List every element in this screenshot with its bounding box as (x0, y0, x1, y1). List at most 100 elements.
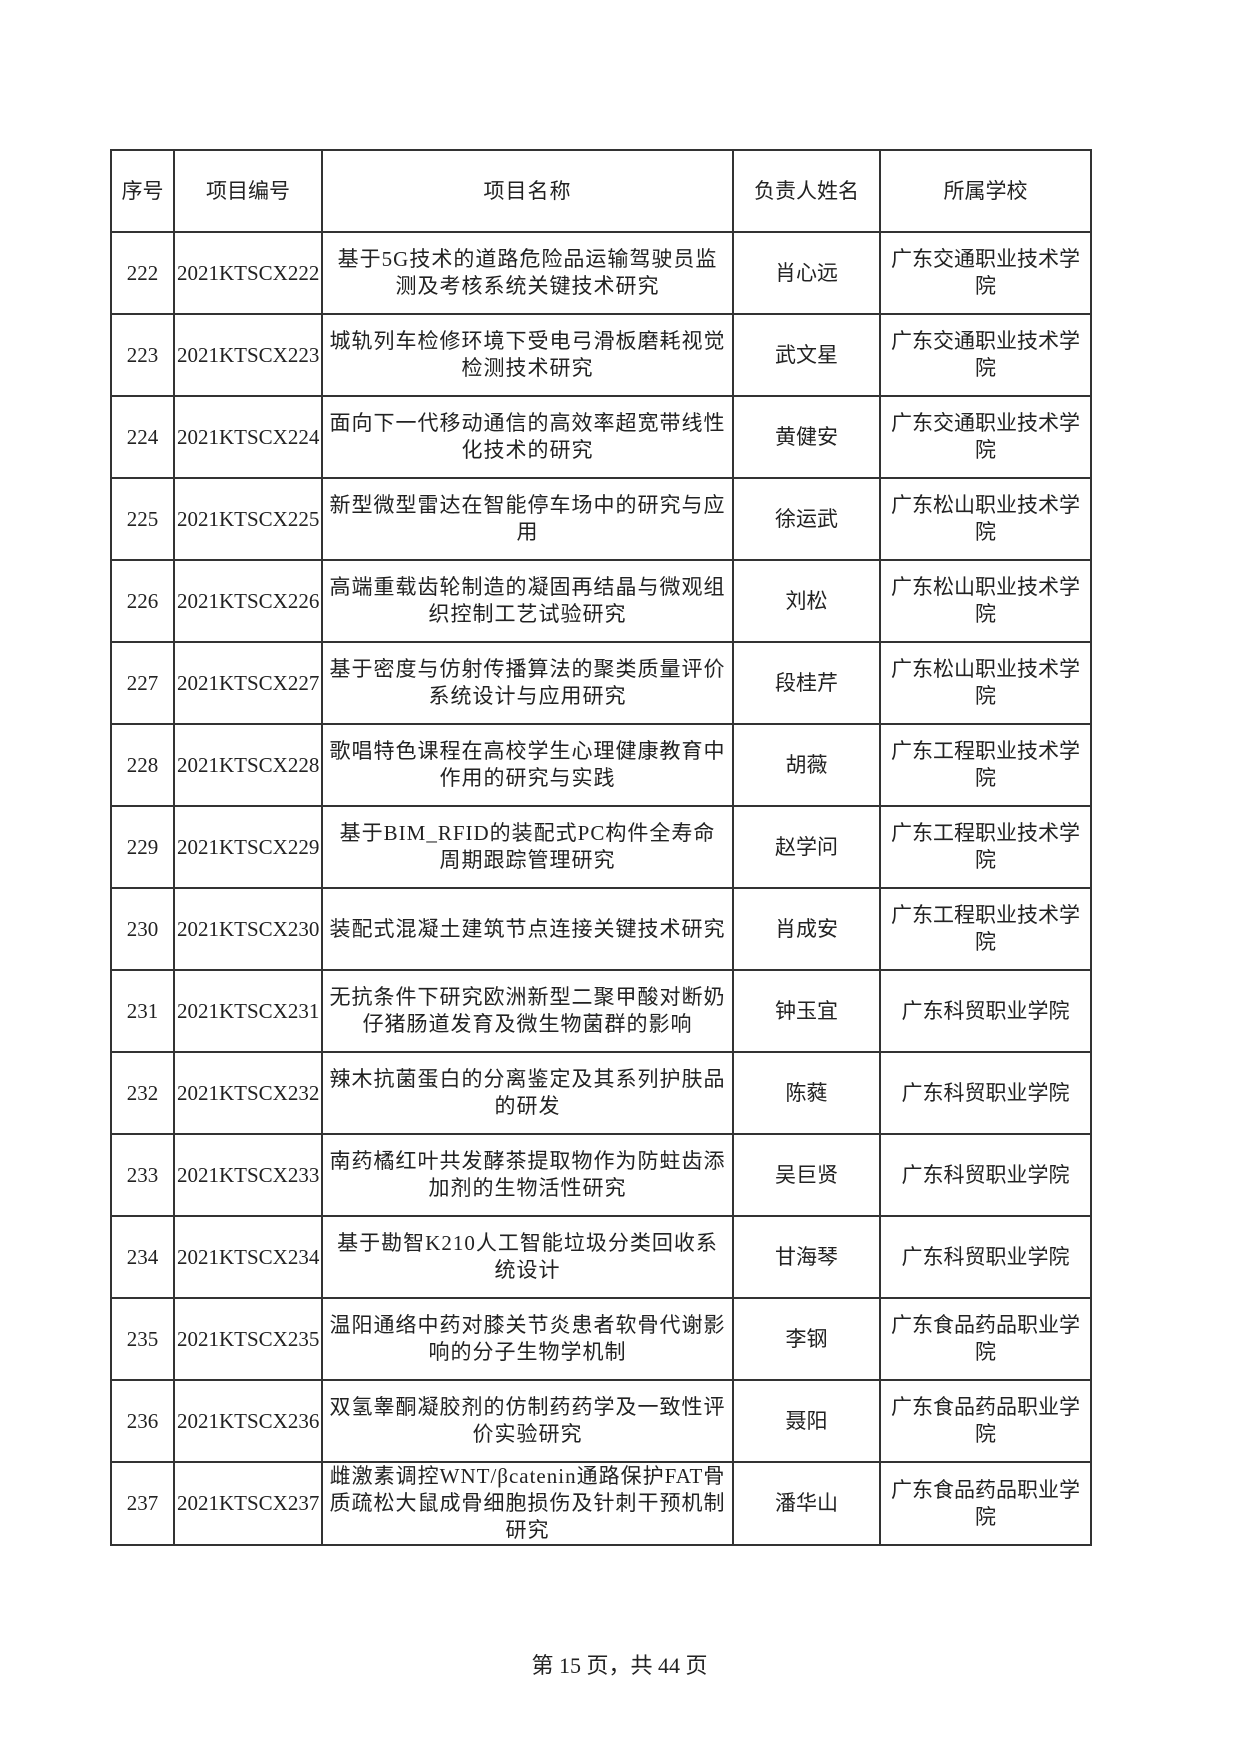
cell: 双氢睾酮凝胶剂的仿制药药学及一致性评价实验研究 (321, 1379, 734, 1463)
project-table: 序号 项目编号 项目名称 负责人姓名 所属学校 222 2021KTSCX222 基于5G技术… (110, 149, 1092, 1546)
table-row: 228 2021KTSCX228 歌唱特色课程在高校学生心理健康教育中作用的研究与实… (110, 723, 1092, 807)
cell: 胡薇 (732, 723, 881, 807)
table-row: 237 2021KTSCX237 雌激素调控WNT/βcatenin通路保护FAT骨… (110, 1461, 1092, 1546)
cell: 肖心远 (732, 231, 881, 315)
cell: 徐运武 (732, 477, 881, 561)
table-row: 236 2021KTSCX236 双氢睾酮凝胶剂的仿制药药学及一致性评价实验研究 聂阳… (110, 1379, 1092, 1463)
cell: 2021KTSCX236 (173, 1379, 323, 1463)
header-row: 序号 项目编号 项目名称 负责人姓名 所属学校 (110, 149, 1092, 233)
page-footer: 第 15 页，共 44 页 (531, 1653, 708, 1678)
cell: 广东科贸职业学院 (879, 1215, 1092, 1299)
cell: 227 (110, 641, 175, 725)
table-row: 224 2021KTSCX224 面向下一代移动通信的高效率超宽带线性化技术的研究黄… (110, 395, 1092, 479)
cell: 2021KTSCX229 (173, 805, 323, 889)
cell: 聂阳 (732, 1379, 881, 1463)
cell: 2021KTSCX237 (173, 1461, 323, 1546)
cell: 基于BIM_RFID的装配式PC构件全寿命周期跟踪管理研究 (321, 805, 734, 889)
cell: 赵学问 (732, 805, 881, 889)
cell: 231 (110, 969, 175, 1053)
cell: 226 (110, 559, 175, 643)
cell: 224 (110, 395, 175, 479)
cell: 广东松山职业技术学院 (879, 559, 1092, 643)
cell: 223 (110, 313, 175, 397)
table-row: 227 2021KTSCX227 基于密度与仿射传播算法的聚类质量评价系统设计与应用… (110, 641, 1092, 725)
cell: 广东交通职业技术学院 (879, 313, 1092, 397)
cell: 2021KTSCX232 (173, 1051, 323, 1135)
cell: 237 (110, 1461, 175, 1546)
cell: 辣木抗菌蛋白的分离鉴定及其系列护肤品的研发 (321, 1051, 734, 1135)
cell: 228 (110, 723, 175, 807)
cell: 李钢 (732, 1297, 881, 1381)
cell: 面向下一代移动通信的高效率超宽带线性化技术的研究 (321, 395, 734, 479)
cell: 234 (110, 1215, 175, 1299)
cell: 236 (110, 1379, 175, 1463)
header-cell: 项目编号 (173, 149, 323, 233)
table-row: 222 2021KTSCX222 基于5G技术的道路危险品运输驾驶员监测及考核系统关… (110, 231, 1092, 315)
cell: 基于密度与仿射传播算法的聚类质量评价系统设计与应用研究 (321, 641, 734, 725)
cell: 230 (110, 887, 175, 971)
cell: 225 (110, 477, 175, 561)
cell: 甘海琴 (732, 1215, 881, 1299)
cell: 广东科贸职业学院 (879, 1051, 1092, 1135)
header-cell: 序号 (110, 149, 175, 233)
cell: 广东交通职业技术学院 (879, 395, 1092, 479)
cell: 新型微型雷达在智能停车场中的研究与应用 (321, 477, 734, 561)
cell: 肖成安 (732, 887, 881, 971)
cell: 222 (110, 231, 175, 315)
cell: 广东松山职业技术学院 (879, 477, 1092, 561)
table-row: 231 2021KTSCX231 无抗条件下研究欧洲新型二聚甲酸对断奶仔猪肠道发育及… (110, 969, 1092, 1053)
table-row: 225 2021KTSCX225 新型微型雷达在智能停车场中的研究与应用 徐运武 广东松… (110, 477, 1092, 561)
cell: 南药橘红叶共发酵茶提取物作为防蛀齿添加剂的生物活性研究 (321, 1133, 734, 1217)
cell: 2021KTSCX227 (173, 641, 323, 725)
cell: 2021KTSCX225 (173, 477, 323, 561)
cell: 2021KTSCX233 (173, 1133, 323, 1217)
table-row: 230 2021KTSCX230 装配式混凝土建筑节点连接关键技术研究 肖成安 广东工程… (110, 887, 1092, 971)
cell: 温阳通络中药对膝关节炎患者软骨代谢影响的分子生物学机制 (321, 1297, 734, 1381)
cell: 潘华山 (732, 1461, 881, 1546)
cell: 广东科贸职业学院 (879, 1133, 1092, 1217)
cell: 2021KTSCX230 (173, 887, 323, 971)
cell: 235 (110, 1297, 175, 1381)
header-cell: 项目名称 (321, 149, 734, 233)
header-cell: 负责人姓名 (732, 149, 881, 233)
table-row: 234 2021KTSCX234 基于勘智K210人工智能垃圾分类回收系统设计 甘海琴… (110, 1215, 1092, 1299)
table-row: 229 2021KTSCX229 基于BIM_RFID的装配式PC构件全寿命周期跟踪… (110, 805, 1092, 889)
cell: 广东松山职业技术学院 (879, 641, 1092, 725)
cell: 装配式混凝土建筑节点连接关键技术研究 (321, 887, 734, 971)
table-row: 226 2021KTSCX226 高端重载齿轮制造的凝固再结晶与微观组织控制工艺试验… (110, 559, 1092, 643)
cell: 2021KTSCX228 (173, 723, 323, 807)
cell: 歌唱特色课程在高校学生心理健康教育中作用的研究与实践 (321, 723, 734, 807)
cell: 广东食品药品职业学院 (879, 1297, 1092, 1381)
table-row: 233 2021KTSCX233 南药橘红叶共发酵茶提取物作为防蛀齿添加剂的生物活性… (110, 1133, 1092, 1217)
cell: 吴巨贤 (732, 1133, 881, 1217)
cell: 武文星 (732, 313, 881, 397)
cell: 2021KTSCX231 (173, 969, 323, 1053)
cell: 广东科贸职业学院 (879, 969, 1092, 1053)
table-row: 232 2021KTSCX232 辣木抗菌蛋白的分离鉴定及其系列护肤品的研发 陈蕤 广东… (110, 1051, 1092, 1135)
cell: 无抗条件下研究欧洲新型二聚甲酸对断奶仔猪肠道发育及微生物菌群的影响 (321, 969, 734, 1053)
table-row: 223 2021KTSCX223 城轨列车检修环境下受电弓滑板磨耗视觉检测技术研究武… (110, 313, 1092, 397)
cell: 雌激素调控WNT/βcatenin通路保护FAT骨质疏松大鼠成骨细胞损伤及针刺干… (321, 1461, 734, 1546)
cell: 2021KTSCX224 (173, 395, 323, 479)
cell: 广东交通职业技术学院 (879, 231, 1092, 315)
header-cell: 所属学校 (879, 149, 1092, 233)
cell: 广东工程职业技术学院 (879, 723, 1092, 807)
cell: 基于勘智K210人工智能垃圾分类回收系统设计 (321, 1215, 734, 1299)
cell: 232 (110, 1051, 175, 1135)
cell: 段桂芹 (732, 641, 881, 725)
cell: 2021KTSCX223 (173, 313, 323, 397)
cell: 钟玉宜 (732, 969, 881, 1053)
cell: 刘松 (732, 559, 881, 643)
cell: 2021KTSCX222 (173, 231, 323, 315)
cell: 广东食品药品职业学院 (879, 1461, 1092, 1546)
cell: 233 (110, 1133, 175, 1217)
table-row: 235 2021KTSCX235 温阳通络中药对膝关节炎患者软骨代谢影响的分子生物学… (110, 1297, 1092, 1381)
cell: 2021KTSCX235 (173, 1297, 323, 1381)
cell: 广东食品药品职业学院 (879, 1379, 1092, 1463)
cell: 229 (110, 805, 175, 889)
cell: 陈蕤 (732, 1051, 881, 1135)
cell: 广东工程职业技术学院 (879, 805, 1092, 889)
cell: 高端重载齿轮制造的凝固再结晶与微观组织控制工艺试验研究 (321, 559, 734, 643)
cell: 广东工程职业技术学院 (879, 887, 1092, 971)
